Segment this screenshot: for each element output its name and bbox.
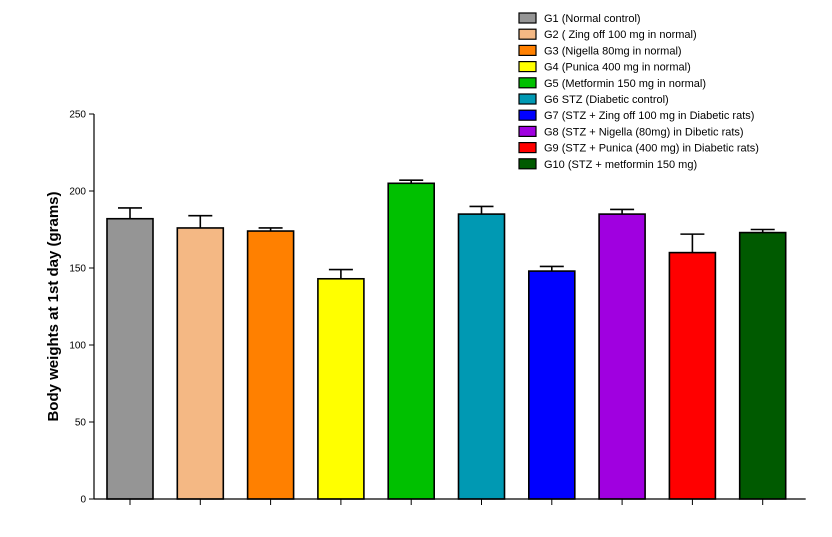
y-tick-label: 100	[69, 341, 86, 352]
bar-g8	[598, 213, 646, 500]
legend-label-g5: G5 (Metformin 150 mg in normal)	[544, 78, 706, 90]
legend-label-g3: G3 (Nigella 80mg in normal)	[544, 45, 682, 57]
bar-g4	[317, 277, 365, 500]
legend-swatch-g10	[518, 158, 537, 170]
bars-layer	[106, 179, 787, 500]
legend-label-g8: G8 (STZ + Nigella (80mg) in Dibetic rats…	[544, 126, 744, 138]
bar-g2	[176, 227, 225, 500]
y-tick-label: 250	[69, 110, 86, 121]
legend-swatch-g9	[518, 142, 537, 154]
legend-label-g9: G9 (STZ + Punica (400 mg) in Diabetic ra…	[544, 143, 759, 155]
bar-g6	[457, 213, 506, 500]
y-axis-title: Body weights at 1st day (grams)	[45, 191, 62, 421]
bar-g7	[527, 270, 576, 500]
bar-g9	[668, 251, 717, 500]
bar-g10	[738, 231, 787, 500]
legend-swatch-g7	[518, 109, 537, 121]
legend-label-g7: G7 (STZ + Zing off 100 mg in Diabetic ra…	[544, 110, 754, 122]
axes-layer: 0 50 100 150 200 250 Body weights at 1st day (…	[45, 110, 806, 506]
bar-g5	[387, 182, 436, 500]
bar-g3	[246, 230, 295, 500]
legend-label-g6: G6 STZ (Diabetic control)	[544, 94, 669, 106]
legend: G1 (Normal control) G2 ( Zing off 100 mg …	[518, 12, 759, 171]
legend-label-g1: G1 (Normal control)	[544, 13, 641, 25]
y-tick-label: 50	[75, 418, 87, 429]
legend-swatch-g6	[518, 93, 537, 105]
legend-swatch-g4	[518, 60, 537, 73]
bar-g1	[106, 217, 154, 500]
legend-swatch-g8	[518, 125, 537, 138]
legend-swatch-g1	[518, 12, 537, 24]
legend-label-g10: G10 (STZ + metformin 150 mg)	[544, 159, 697, 171]
legend-swatch-g2	[518, 28, 537, 40]
legend-swatch-g5	[518, 77, 537, 89]
y-tick-label: 0	[80, 495, 86, 506]
legend-label-g4: G4 (Punica 400 mg in normal)	[544, 62, 691, 74]
legend-label-g2: G2 ( Zing off 100 mg in normal)	[544, 29, 697, 41]
y-tick-label: 150	[69, 264, 86, 275]
legend-swatch-g3	[518, 44, 537, 57]
y-tick-label: 200	[69, 187, 86, 198]
